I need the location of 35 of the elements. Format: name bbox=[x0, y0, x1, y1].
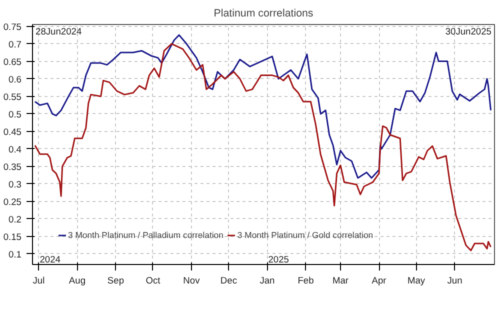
y-tick-label: 0.35 bbox=[3, 162, 22, 172]
legend-label: 3 Month Platinum / Palladium correlation bbox=[68, 230, 224, 240]
chart-title: Platinum correlations bbox=[214, 8, 314, 20]
x-tick-label: Mar bbox=[332, 276, 349, 286]
y-tick-label: 0.25 bbox=[3, 196, 22, 207]
x-tick-label: Nov bbox=[183, 276, 200, 286]
y-tick-label: 0.4 bbox=[8, 144, 22, 154]
annotation: 2024 bbox=[40, 254, 60, 264]
y-tick-label: 0.7 bbox=[8, 39, 22, 50]
y-tick-label: 0.65 bbox=[3, 56, 22, 67]
x-tick-label: Aug bbox=[68, 276, 86, 286]
x-tick-label: Jan bbox=[260, 276, 275, 286]
x-tick-label: Sep bbox=[107, 276, 124, 286]
y-tick-label: 0.45 bbox=[3, 126, 22, 137]
y-tick-label: 0.55 bbox=[3, 92, 22, 102]
x-tick-label: Oct bbox=[146, 276, 161, 286]
y-tick-label: 0.5 bbox=[8, 109, 22, 120]
x-tick-label: Apr bbox=[372, 276, 386, 286]
y-tick-label: 0.1 bbox=[8, 249, 22, 260]
y-tick-label: 0.6 bbox=[8, 74, 22, 84]
annotation: 2025 bbox=[268, 254, 289, 264]
annotation: 28Jun2024 bbox=[36, 26, 82, 36]
x-tick-label: Dec bbox=[220, 276, 238, 286]
line-series bbox=[34, 43, 492, 252]
annotation: 30Jun2025 bbox=[445, 26, 492, 36]
x-tick-label: May bbox=[407, 276, 426, 286]
y-tick-label: 0.15 bbox=[3, 232, 22, 242]
line-series bbox=[34, 34, 492, 179]
x-tick-label: Jul bbox=[32, 276, 45, 286]
y-tick-label: 0.3 bbox=[8, 179, 22, 190]
x-tick-label: Jun bbox=[447, 276, 462, 286]
x-tick-label: Feb bbox=[298, 276, 314, 286]
y-tick-label: 0.2 bbox=[8, 214, 22, 224]
y-tick-label: 0.75 bbox=[3, 22, 22, 32]
legend-label: 3 Month Platinum / Gold correlation bbox=[237, 230, 374, 240]
